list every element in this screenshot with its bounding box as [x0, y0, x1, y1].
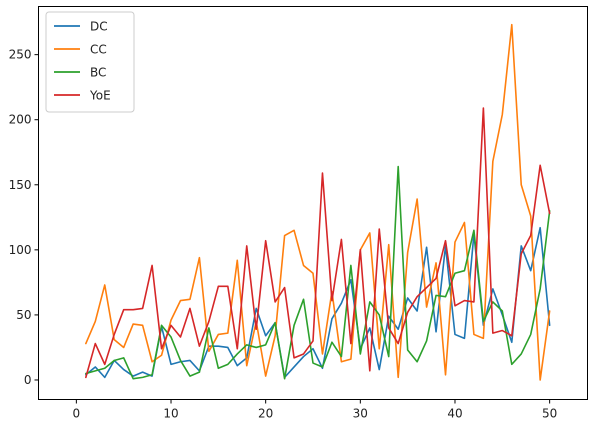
- legend-label-yoe: YoE: [89, 89, 111, 103]
- ticks-layer: 0 10 20 30 40 50 0 50 100 150 200 250: [9, 48, 558, 421]
- y-tick-label: 50: [16, 308, 31, 322]
- legend-label-bc: BC: [90, 66, 106, 80]
- axes-frame: [38, 6, 588, 400]
- y-tick-label: 0: [24, 373, 32, 387]
- series-line-dc: [85, 226, 551, 379]
- legend-label-cc: CC: [90, 43, 107, 57]
- x-tick-label: 50: [542, 407, 557, 421]
- legend: DC CC BC YoE: [45, 11, 135, 113]
- legend-box: [45, 11, 135, 113]
- y-tick-label: 150: [9, 178, 32, 192]
- series-line-bc: [85, 165, 551, 380]
- legend-label-dc: DC: [90, 20, 108, 34]
- x-tick-label: 40: [447, 407, 462, 421]
- series-layer: [85, 23, 551, 381]
- y-tick-label: 100: [9, 243, 32, 257]
- series-line-cc: [85, 23, 551, 381]
- x-tick-label: 20: [258, 407, 273, 421]
- y-tick-label: 250: [9, 48, 32, 62]
- y-tick-label: 200: [9, 113, 32, 127]
- series-line-yoe: [85, 107, 551, 379]
- x-tick-label: 0: [73, 407, 81, 421]
- x-tick-label: 10: [163, 407, 178, 421]
- x-tick-label: 30: [353, 407, 368, 421]
